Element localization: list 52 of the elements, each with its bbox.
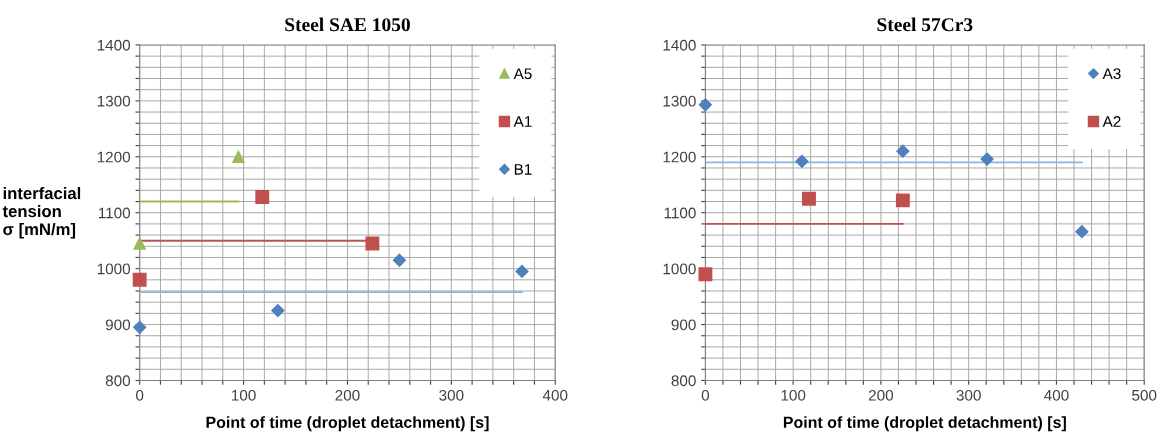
x-tick-label: 200 [868, 389, 894, 401]
point [365, 236, 380, 251]
point [255, 190, 270, 204]
y-tick-label: 800 [105, 375, 131, 387]
y-tick-label: 1100 [98, 207, 131, 219]
x-tick-label: 500 [1132, 389, 1157, 401]
legend-label: A5 [513, 68, 532, 80]
point [133, 237, 146, 250]
point [271, 303, 285, 318]
y-tick-label: 1000 [97, 263, 131, 275]
x-tick-label: 400 [542, 389, 568, 401]
point [132, 272, 147, 287]
point [802, 191, 816, 206]
point [980, 152, 994, 166]
x-tick-label: 300 [956, 389, 981, 401]
point [1075, 225, 1089, 239]
y-tick-label: 1000 [663, 263, 696, 275]
point [895, 193, 910, 208]
x-tick-label: 0 [136, 389, 144, 401]
y-tick-label: 1300 [97, 95, 131, 107]
y-tick-label: 800 [671, 375, 696, 387]
point [896, 144, 910, 158]
y-tick-label: 900 [105, 319, 131, 331]
y-tick-label: 900 [671, 319, 696, 331]
x-tick-label: 300 [439, 389, 464, 401]
x-tick-label: 200 [335, 389, 360, 401]
y-tick-label: 1400 [663, 39, 696, 51]
legend-label: A3 [1102, 68, 1121, 80]
x-tick-label: 400 [1044, 389, 1069, 401]
legend-label: A2 [1102, 116, 1121, 127]
x-axis-title: Point of time (droplet detachment) [s] [206, 416, 489, 432]
x-tick-label: 0 [701, 389, 710, 401]
y-tick-label: 1200 [97, 151, 131, 163]
y-tick-label: 1200 [663, 151, 696, 163]
x-axis-title: Point of time (droplet detachment) [s] [783, 416, 1066, 432]
y-tick-label: 1100 [664, 207, 696, 219]
point [698, 98, 712, 112]
point [392, 253, 406, 267]
chart-title: Steel 57Cr3 [877, 17, 973, 32]
point [232, 150, 245, 164]
x-tick-label: 100 [781, 389, 806, 401]
point [515, 264, 529, 279]
y-tick-label: 1300 [663, 95, 696, 107]
y-axis-title: interfacial tension σ [mN/m] [2, 186, 81, 239]
point [698, 267, 713, 282]
point [795, 154, 809, 168]
y-tick-label: 1400 [97, 39, 131, 51]
point [133, 320, 147, 334]
legend-label: A1 [513, 116, 532, 127]
x-tick-label: 100 [231, 389, 256, 401]
legend-label: B1 [514, 164, 532, 175]
chart-title: Steel SAE 1050 [285, 17, 410, 32]
